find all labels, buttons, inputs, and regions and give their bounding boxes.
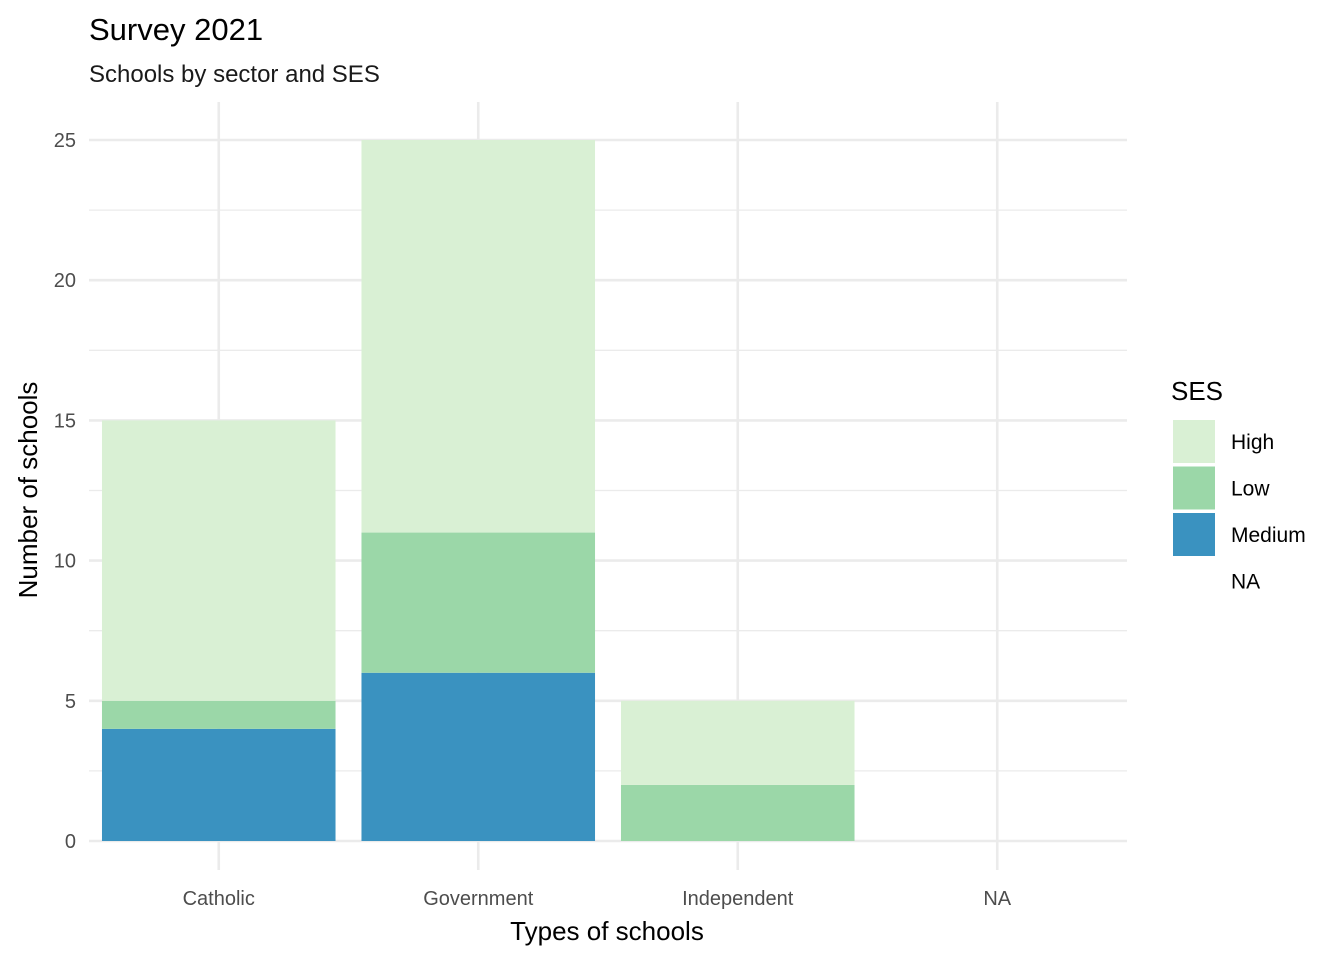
legend-title: SES — [1171, 376, 1223, 406]
legend-key-low — [1173, 466, 1215, 510]
bar-catholic-high — [101, 420, 336, 701]
x-tick-label: Catholic — [183, 888, 255, 910]
y-tick-label: 15 — [54, 410, 76, 432]
y-tick-label: 25 — [54, 130, 76, 152]
bar-catholic-medium — [101, 728, 336, 841]
bar-government-high — [361, 140, 596, 533]
legend-key-na — [1173, 559, 1215, 603]
bar-catholic-low — [101, 700, 336, 729]
legend-key-medium — [1173, 513, 1215, 556]
x-tick-label: Independent — [682, 888, 794, 910]
x-tick-label: Government — [423, 888, 533, 910]
x-axis-label: Types of schools — [510, 916, 704, 946]
legend-label: High — [1231, 431, 1274, 454]
chart-title: Survey 2021 — [89, 12, 263, 47]
y-tick-label: 0 — [65, 831, 76, 853]
legend-label: Low — [1231, 478, 1270, 501]
x-tick-label: NA — [983, 888, 1011, 910]
bar-government-medium — [361, 672, 596, 841]
bar-independent-low — [620, 784, 855, 841]
y-axis-label: Number of schools — [13, 382, 43, 599]
legend-key-high — [1173, 420, 1215, 463]
legend-label: Medium — [1231, 524, 1306, 547]
y-tick-labels: 0 5 10 15 20 25 — [54, 130, 76, 853]
bar-independent-high — [620, 700, 855, 785]
bars — [101, 140, 855, 841]
chart-subtitle: Schools by sector and SES — [89, 61, 380, 88]
y-tick-label: 10 — [54, 551, 76, 573]
y-tick-label: 5 — [65, 691, 76, 713]
legend: SES High Low Medium NA — [1171, 376, 1306, 603]
bar-government-low — [361, 532, 596, 673]
y-tick-label: 20 — [54, 270, 76, 292]
x-tick-labels: Catholic Government Independent NA — [183, 888, 1012, 910]
legend-label: NA — [1231, 571, 1260, 594]
